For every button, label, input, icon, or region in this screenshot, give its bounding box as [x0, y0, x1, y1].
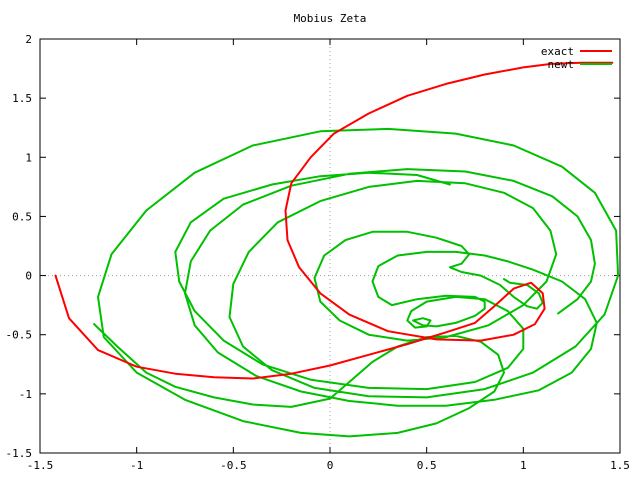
legend-label-newt: newt — [548, 58, 575, 71]
y-tick-label: -1 — [19, 388, 32, 401]
zero-axes — [40, 39, 620, 453]
x-tick-label: -1 — [130, 459, 143, 472]
y-tick-label: 0.5 — [12, 210, 32, 223]
series-line-exact — [54, 61, 614, 380]
x-tick-label: 0.5 — [417, 459, 437, 472]
tick-labels: -1.5 -1 -0.5 0 0.5 1 1.5 -1.5 -1 -0.5 0 0.5 1 1.5 2 — [6, 33, 630, 472]
x-tick-label: -1.5 — [27, 459, 54, 472]
y-tick-label: -1.5 — [6, 447, 33, 460]
tick-marks — [39, 38, 621, 454]
series-group — [54, 61, 620, 438]
y-tick-label: 0 — [25, 270, 32, 283]
y-tick-label: 1.5 — [12, 92, 32, 105]
series-line-newt — [93, 127, 620, 438]
x-tick-label: -0.5 — [220, 459, 247, 472]
y-tick-label: 1 — [25, 151, 32, 164]
x-tick-label: 1 — [520, 459, 527, 472]
x-tick-label: 0 — [327, 459, 334, 472]
chart-title: Mobius Zeta — [294, 12, 367, 25]
series-line-newt-part-2 — [174, 168, 598, 407]
x-tick-label: 1.5 — [610, 459, 630, 472]
y-tick-label: -0.5 — [6, 329, 33, 342]
legend-label-exact: exact — [541, 45, 574, 58]
y-tick-label: 2 — [25, 33, 32, 46]
